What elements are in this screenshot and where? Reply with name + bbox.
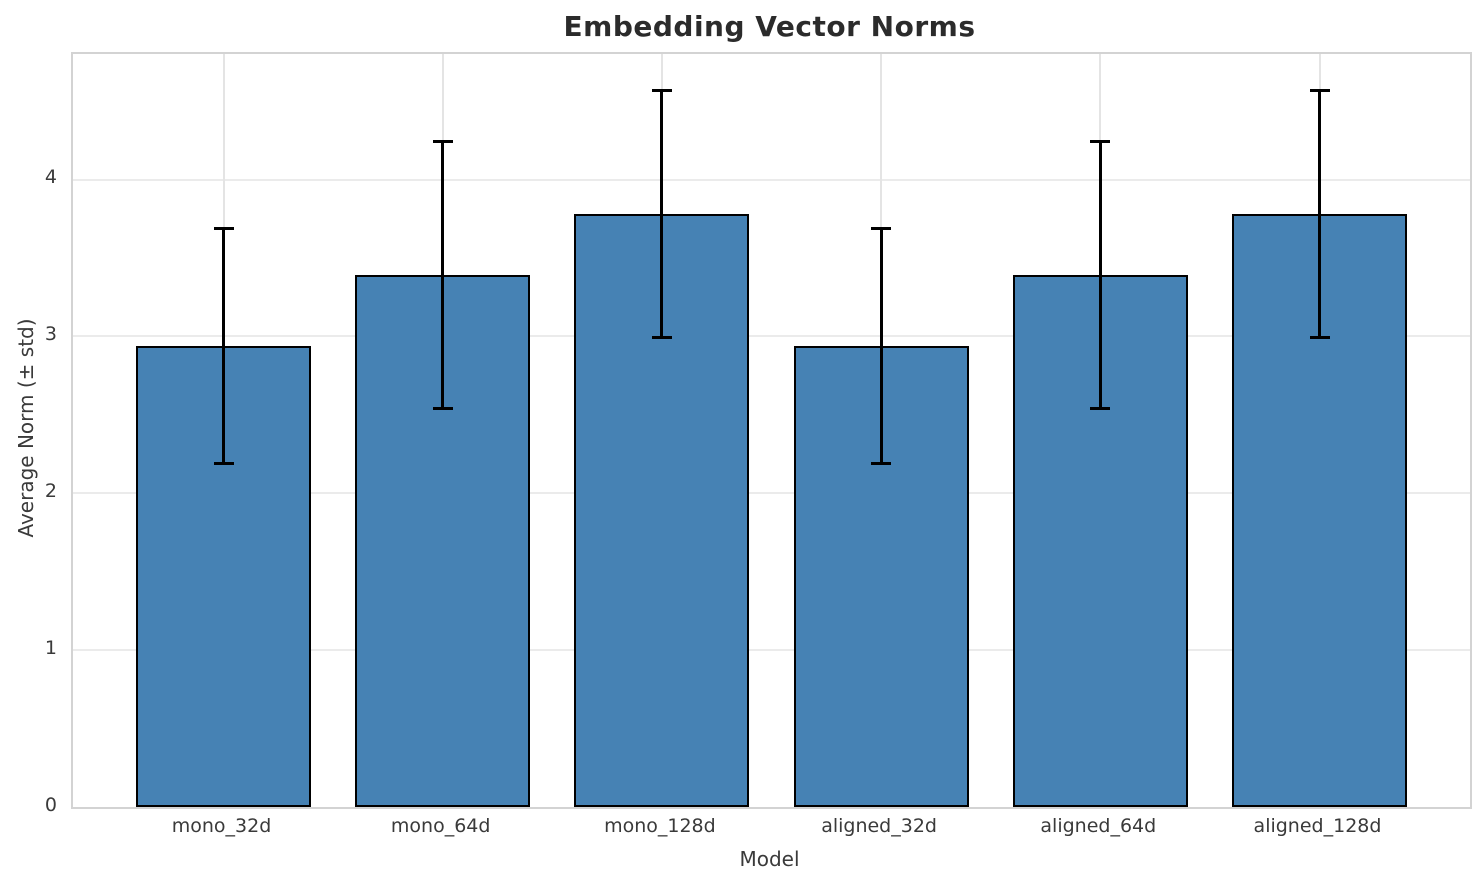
h-gridline: [73, 178, 1470, 181]
y-tick-label: 2: [44, 479, 57, 502]
x-tick-label: aligned_64d: [1040, 815, 1157, 837]
x-tick-label: aligned_128d: [1253, 815, 1382, 837]
chart-title: Embedding Vector Norms: [563, 10, 976, 43]
x-tick-label: mono_32d: [171, 815, 272, 837]
error-bar-line: [879, 228, 883, 464]
error-bar-cap-top: [871, 226, 892, 230]
error-bar-cap-top: [651, 88, 672, 92]
error-bar-line: [222, 228, 225, 464]
bar: [793, 345, 969, 807]
y-tick-label: 1: [44, 636, 57, 659]
h-gridline: [73, 649, 1470, 652]
y-tick-label: 0: [44, 793, 57, 816]
bar: [1232, 214, 1407, 807]
y-tick-label: 4: [44, 166, 57, 188]
error-bar-cap-top: [1090, 140, 1111, 144]
error-bar-line: [1318, 90, 1321, 338]
h-gridline: [73, 335, 1470, 338]
error-bar-cap-bottom: [1090, 407, 1111, 411]
error-bar-line: [1098, 141, 1102, 409]
y-axis-label-text: Average Norm (± std): [14, 318, 38, 538]
error-bar-line: [441, 141, 445, 409]
error-bar-cap-top: [1309, 88, 1330, 92]
y-tick-label: 3: [44, 322, 57, 345]
x-tick-label: aligned_32d: [821, 815, 937, 837]
error-bar-cap-bottom: [432, 407, 453, 411]
h-gridline: [73, 492, 1470, 495]
plot-area: [71, 52, 1472, 809]
x-axis-label: Model: [739, 847, 800, 871]
x-tick-label: mono_64d: [390, 815, 491, 837]
error-bar-cap-bottom: [871, 461, 892, 465]
error-bar-cap-bottom: [651, 336, 672, 340]
error-bar-cap-bottom: [1309, 336, 1330, 340]
error-bar-cap-top: [432, 140, 453, 144]
error-bar-line: [660, 90, 664, 338]
error-bar-cap-top: [213, 226, 234, 230]
x-tick-label: mono_128d: [604, 815, 716, 837]
error-bar-cap-bottom: [213, 461, 234, 465]
